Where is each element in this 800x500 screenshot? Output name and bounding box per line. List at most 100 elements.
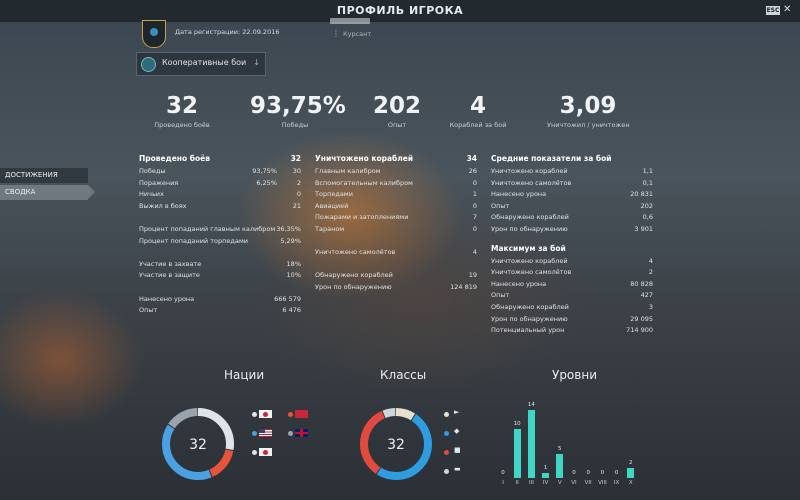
tier-bar-count: 0 — [586, 470, 590, 476]
stat-value: 5,29% — [280, 236, 301, 245]
tier-label: VIII — [598, 480, 607, 486]
tiers-chart-title: Уровни — [552, 368, 597, 382]
chevron-down-icon: ↓ — [253, 58, 260, 67]
stat-label: Нанесено урона — [491, 190, 547, 199]
stat-label: Уничтожено самолётов — [491, 268, 572, 277]
stat-value: 3 901 — [634, 224, 653, 233]
legend-dot-uk — [288, 431, 293, 436]
stat-label: Участие в защите — [139, 271, 200, 280]
tier-label: I — [502, 480, 504, 486]
summary-value: 93,75% — [250, 93, 346, 119]
stat-value: 4 — [472, 248, 477, 257]
stat-row: Уничтожено самолётов 0,1 — [491, 178, 653, 190]
tier-label: II — [515, 480, 519, 486]
battles-header: Проведено боёв 32 — [139, 152, 301, 166]
cruiser-class-icon: ◆ — [454, 427, 460, 435]
tier-bar-count: 10 — [513, 421, 521, 428]
stat-value: 0 — [296, 190, 301, 199]
tier-bar — [627, 468, 635, 478]
close-button[interactable]: ESC ✕ — [766, 4, 792, 16]
stat-label: Победы — [139, 167, 166, 175]
stat-percent: 6,25% — [256, 178, 277, 187]
stat-label: Опыт — [491, 291, 510, 300]
tier-label: IX — [613, 480, 620, 486]
classes-chart-title: Классы — [380, 368, 427, 382]
japan-flag-icon — [259, 410, 272, 418]
stat-value: 18% — [286, 259, 301, 268]
coop-battle-icon — [141, 57, 156, 72]
nations-chart-title: Нации — [224, 368, 265, 382]
tier-label: IV — [542, 480, 549, 486]
tier-bar-count: 0 — [600, 470, 605, 476]
stat-label: Обнаружено кораблей — [491, 213, 569, 222]
stat-value: 124 819 — [450, 282, 477, 291]
summary-value: 4 — [469, 93, 486, 119]
tier-bar-count: 0 — [614, 470, 619, 476]
stat-label: Нанесено урона — [491, 279, 547, 288]
stat-value: 0 — [472, 201, 477, 210]
summary-label: Уничтожил / уничтожен — [547, 121, 630, 129]
esc-key-hint: ESC — [766, 6, 780, 15]
stat-row: Поражения 6,25% 2 — [139, 178, 301, 190]
stat-value: 714 900 — [626, 326, 653, 335]
summary-value: 32 — [165, 93, 198, 119]
stat-label: Выжил в боях — [139, 201, 187, 210]
stat-label: Уничтожено самолётов — [315, 248, 396, 257]
tab-summary[interactable]: СВОДКА — [0, 185, 95, 200]
destroyed-header-label: Уничтожено кораблей — [315, 154, 414, 163]
stat-row: Участие в защите 10% — [139, 270, 301, 282]
stat-value: 0 — [472, 224, 477, 233]
tab-achievements[interactable]: ДОСТИЖЕНИЯ — [0, 168, 88, 183]
stat-label: Опыт — [491, 201, 510, 210]
stat-row: Ничьих 0 — [139, 189, 301, 201]
close-icon: ✕ — [783, 4, 792, 15]
battleship-class-icon: ■ — [454, 446, 461, 454]
tier-bar — [542, 473, 550, 478]
battle-type-value: Кооперативные бои — [162, 58, 247, 67]
classes-slice-destroyer — [360, 408, 432, 480]
stat-row: Обнаружено кораблей 19 — [315, 270, 477, 282]
stat-label: Потенциальный урон — [491, 326, 565, 335]
stat-value: 427 — [640, 291, 653, 300]
stat-row: Уничтожено самолётов 2 — [491, 267, 653, 279]
stat-label: Процент попаданий торпедами — [139, 236, 248, 245]
stat-row: Победы 93,75% 30 — [139, 166, 301, 178]
stat-row: Обнаружено кораблей 3 — [491, 302, 653, 314]
battle-type-dropdown[interactable]: Кооперативные бои ↓ — [136, 52, 266, 76]
legend-dot-usa — [252, 431, 257, 436]
destroyed-header: Уничтожено кораблей 34 — [315, 152, 477, 166]
stat-label: Опыт — [139, 306, 158, 315]
tier-bar-count: 14 — [527, 402, 535, 408]
destroyed-header-value: 34 — [466, 154, 477, 163]
stat-row: Главным калибром 26 — [315, 166, 477, 178]
stat-label: Уничтожено кораблей — [491, 256, 568, 265]
stat-value: 7 — [472, 213, 477, 222]
stat-percent: 93,75% — [252, 167, 277, 175]
stat-row: Выжил в боях 21 — [139, 201, 301, 213]
legend-dot-japan-alt — [252, 450, 257, 455]
stat-label: Авиацией — [315, 201, 349, 210]
ussr-flag-icon — [295, 410, 308, 418]
stat-value: 26 — [468, 167, 477, 175]
nations-total: 32 — [189, 437, 207, 453]
stat-value: 80 828 — [630, 279, 653, 288]
tier-bar — [513, 429, 521, 478]
stat-label: Урон по обнаружению — [315, 282, 392, 291]
player-rank: Курсант — [343, 30, 372, 38]
destroyer-class-icon: ► — [454, 408, 460, 416]
stat-value: 20 831 — [630, 190, 653, 199]
stat-row: Урон по обнаружению 124 819 — [315, 282, 477, 294]
summary-label: Кораблей за бой — [449, 121, 507, 129]
stat-row: Опыт 6 476 — [139, 305, 301, 317]
stat-value: 2 — [648, 268, 653, 277]
nations-donut-chart: 32 — [162, 408, 234, 480]
tier-bar — [527, 410, 535, 478]
stat-row: Урон по обнаружению 3 901 — [491, 224, 653, 236]
usa-flag-icon — [259, 429, 272, 437]
tier-label: VI — [571, 480, 577, 486]
legend-dot-carrier — [444, 469, 449, 474]
stat-value: 4 — [648, 256, 653, 265]
stat-value: 202 — [640, 201, 653, 210]
classes-slice-cruiser — [360, 408, 432, 480]
stat-row: Вспомогательным калибром 0 — [315, 178, 477, 190]
